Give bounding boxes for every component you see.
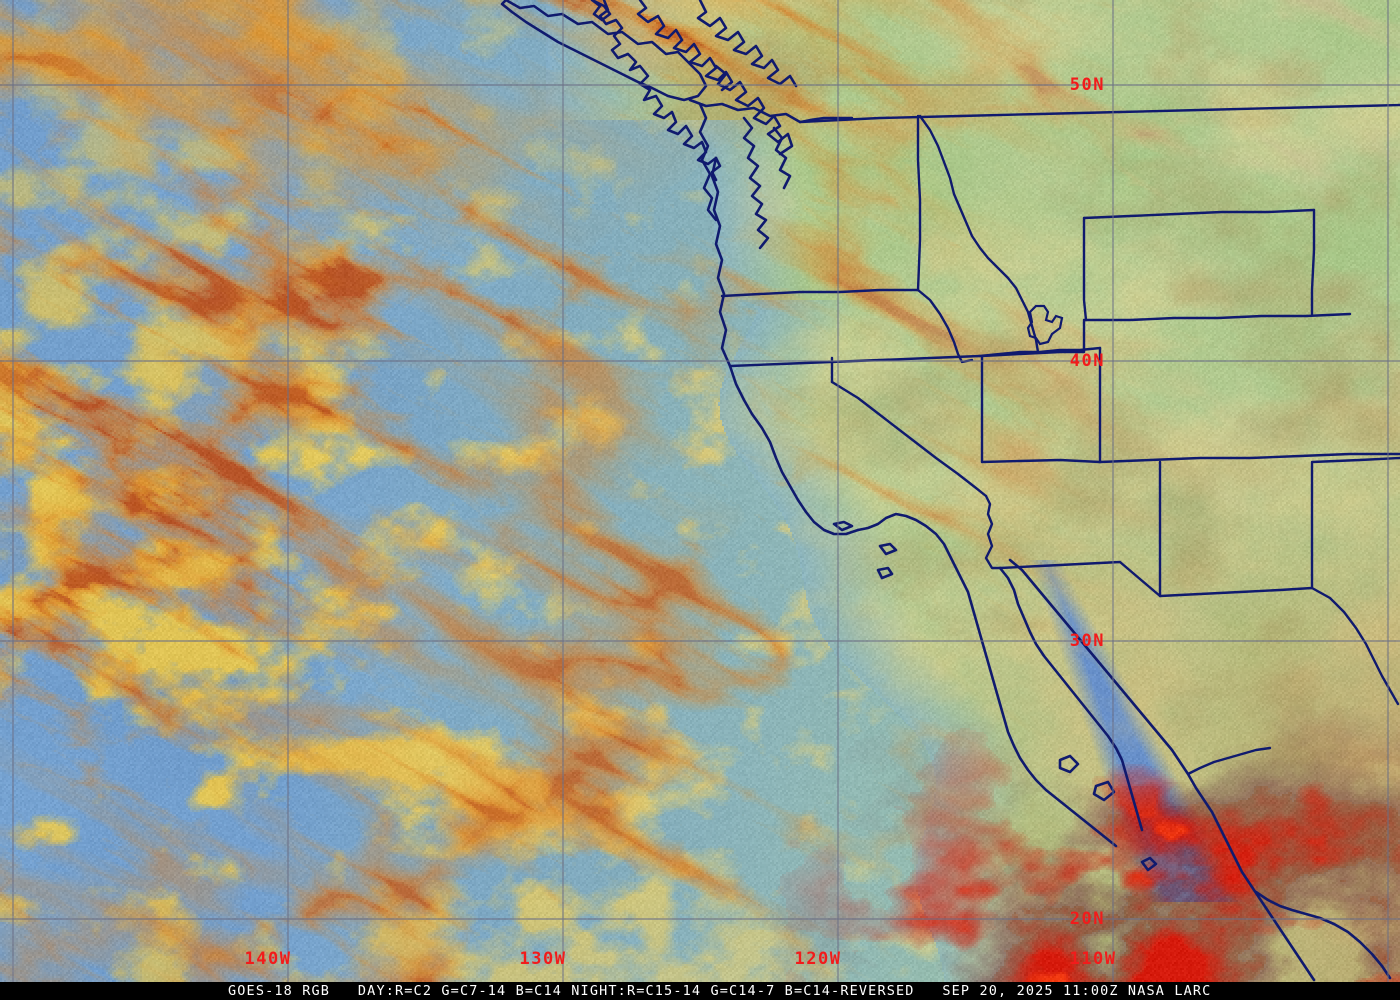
coastline-vancouver-island xyxy=(500,0,708,102)
border-utah-arizona xyxy=(980,458,1102,464)
lake-great-salt xyxy=(1026,304,1064,346)
border-colorado-newmexico xyxy=(1098,452,1400,464)
coastline-isla-tiburon xyxy=(1092,780,1116,802)
coastline-baja-east xyxy=(998,566,1144,832)
coastline-juan-de-fuca xyxy=(688,98,802,124)
border-us-canada xyxy=(798,103,1400,124)
border-mexico-states xyxy=(1186,746,1272,776)
coastline-san-clemente xyxy=(876,566,894,580)
border-washington-oregon xyxy=(720,288,920,298)
coastline-california-south xyxy=(856,512,986,650)
caption-bar: GOES-18 RGB DAY:R=C2 G=C7-14 B=C14 NIGHT… xyxy=(0,982,1400,1000)
coastline-puget-sound xyxy=(742,116,770,250)
coastline-whidbey xyxy=(772,126,792,190)
border-newmexico-mexico xyxy=(1158,456,1400,598)
lat-label-40n: 40N xyxy=(1070,351,1105,371)
border-nevada-california xyxy=(830,380,988,498)
border-texas-mexico xyxy=(1310,586,1400,706)
border-wyoming-colorado xyxy=(1084,312,1352,322)
coastline-santa-catalina xyxy=(878,542,898,556)
coastline-haida-gwaii xyxy=(590,0,612,22)
border-wyoming-east xyxy=(1310,208,1316,316)
border-arizona-mexico xyxy=(998,560,1162,598)
lat-label-20n: 20N xyxy=(1070,909,1105,929)
border-us-canada-west xyxy=(798,116,854,124)
coastline-bc-inlets-south xyxy=(696,0,798,88)
coastline-mexico-south xyxy=(1254,890,1392,980)
coastline-bc-inlets-north xyxy=(636,0,734,92)
lon-label-140w: 140W xyxy=(245,949,292,969)
border-washington-idaho xyxy=(916,114,922,292)
coastline-mexico-west xyxy=(1186,772,1316,982)
coastline-strait-of-georgia xyxy=(714,64,794,156)
coastline-channel-islands xyxy=(832,520,854,532)
coastline-pacific-northwest xyxy=(710,156,860,536)
coastline-islands-small xyxy=(1140,856,1158,872)
lon-label-120w: 120W xyxy=(795,949,842,969)
coastline-olympic-peninsula xyxy=(698,102,718,222)
coastline-gulf-of-california-mainland xyxy=(1008,558,1190,776)
border-wyoming-west xyxy=(1082,216,1088,322)
border-utah-idaho xyxy=(980,318,1088,358)
lon-label-130w: 130W xyxy=(520,949,567,969)
border-california-arizona xyxy=(984,494,1002,570)
coastline-baja-west xyxy=(982,646,1118,848)
caption-text: GOES-18 RGB DAY:R=C2 G=C7-14 B=C14 NIGHT… xyxy=(228,983,1212,999)
coastline-isla-angel-de-la-guarda xyxy=(1058,754,1080,774)
lon-label-110w: 110W xyxy=(1070,949,1117,969)
lat-label-50n: 50N xyxy=(1070,75,1105,95)
border-idaho-montana xyxy=(918,114,1040,354)
border-montana-wyoming xyxy=(1082,208,1316,220)
lat-label-30n: 30N xyxy=(1070,631,1105,651)
